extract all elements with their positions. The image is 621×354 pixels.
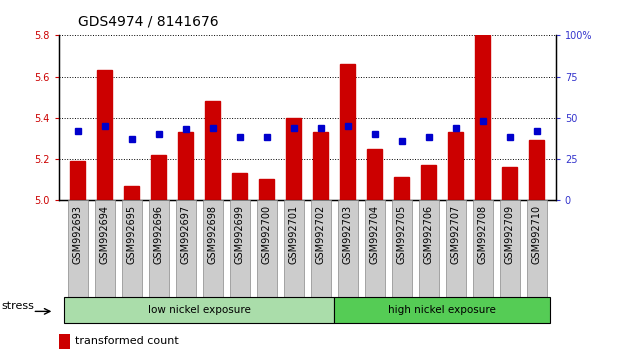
Bar [178, 132, 193, 200]
Text: GSM992707: GSM992707 [451, 205, 461, 264]
Bar [124, 185, 139, 200]
Bar [59, 334, 70, 349]
FancyBboxPatch shape [65, 297, 334, 323]
Text: low nickel exposure: low nickel exposure [148, 305, 251, 315]
FancyBboxPatch shape [446, 200, 466, 297]
Text: GSM992700: GSM992700 [262, 205, 272, 264]
FancyBboxPatch shape [256, 200, 277, 297]
Text: high nickel exposure: high nickel exposure [389, 305, 496, 315]
Text: GSM992696: GSM992696 [154, 205, 164, 264]
Text: GSM992703: GSM992703 [343, 205, 353, 264]
Text: GSM992706: GSM992706 [424, 205, 434, 264]
Text: GSM992708: GSM992708 [478, 205, 488, 264]
Text: GSM992702: GSM992702 [316, 205, 326, 264]
Text: GSM992704: GSM992704 [370, 205, 380, 264]
Text: GSM992695: GSM992695 [127, 205, 137, 264]
Bar [286, 118, 301, 200]
Bar [368, 149, 383, 200]
FancyBboxPatch shape [230, 200, 250, 297]
FancyBboxPatch shape [392, 200, 412, 297]
FancyBboxPatch shape [527, 200, 547, 297]
Bar [340, 64, 355, 200]
Text: stress: stress [1, 301, 34, 311]
Bar [97, 70, 112, 200]
Text: GSM992701: GSM992701 [289, 205, 299, 264]
Text: GDS4974 / 8141676: GDS4974 / 8141676 [78, 14, 218, 28]
FancyBboxPatch shape [338, 200, 358, 297]
FancyBboxPatch shape [95, 200, 115, 297]
Bar [232, 173, 247, 200]
Text: GSM992709: GSM992709 [505, 205, 515, 264]
Text: GSM992699: GSM992699 [235, 205, 245, 264]
FancyBboxPatch shape [176, 200, 196, 297]
Text: GSM992705: GSM992705 [397, 205, 407, 264]
FancyBboxPatch shape [203, 200, 223, 297]
Text: GSM992698: GSM992698 [208, 205, 218, 264]
Bar [448, 132, 463, 200]
Bar [422, 165, 437, 200]
Text: GSM992697: GSM992697 [181, 205, 191, 264]
Bar [70, 161, 85, 200]
Text: transformed count: transformed count [75, 336, 179, 347]
Bar [206, 101, 220, 200]
FancyBboxPatch shape [334, 297, 550, 323]
FancyBboxPatch shape [310, 200, 331, 297]
Bar [502, 167, 517, 200]
FancyBboxPatch shape [500, 200, 520, 297]
Bar [260, 179, 274, 200]
Bar [476, 35, 491, 200]
Bar [530, 140, 545, 200]
Text: GSM992694: GSM992694 [100, 205, 110, 264]
FancyBboxPatch shape [68, 200, 88, 297]
FancyBboxPatch shape [284, 200, 304, 297]
Bar [152, 155, 166, 200]
FancyBboxPatch shape [149, 200, 169, 297]
Text: GSM992693: GSM992693 [73, 205, 83, 264]
Bar [394, 177, 409, 200]
Bar [314, 132, 329, 200]
FancyBboxPatch shape [419, 200, 439, 297]
FancyBboxPatch shape [473, 200, 493, 297]
Text: GSM992710: GSM992710 [532, 205, 542, 264]
FancyBboxPatch shape [122, 200, 142, 297]
FancyBboxPatch shape [365, 200, 385, 297]
